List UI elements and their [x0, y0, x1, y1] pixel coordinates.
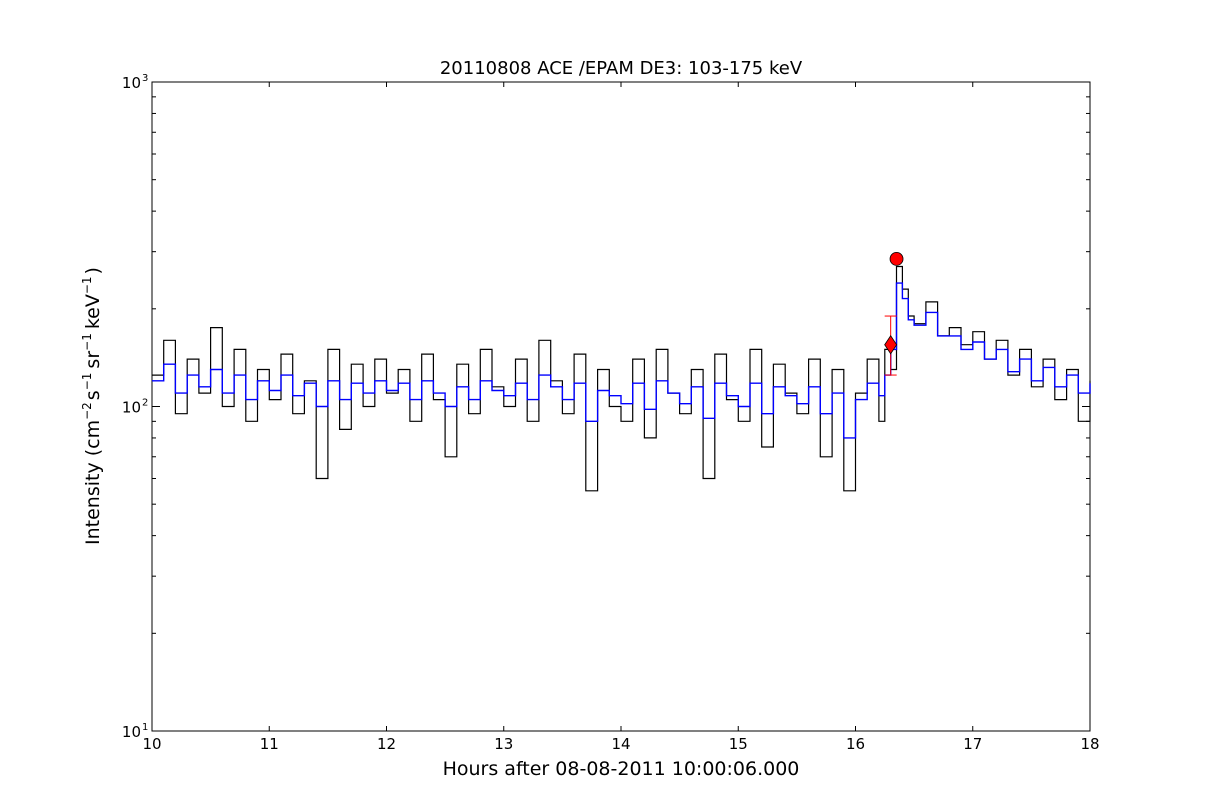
y-tick-label-2: 10 [122, 74, 141, 92]
x-tick-label-2: 12 [377, 735, 396, 753]
y-label-prefix: Intensity (cm [82, 420, 104, 545]
y-tick-exponent-0: 1 [142, 722, 148, 733]
x-tick-label-0: 10 [142, 735, 161, 753]
y-tick-exponent-2: 3 [142, 73, 148, 84]
y-label-exp1: −2 [80, 402, 94, 420]
y-axis-label: Intensity (cm−2s−1sr−1keV−1) [80, 267, 104, 545]
marker-layer [884, 252, 904, 376]
series-layer [152, 265, 1091, 492]
chart-title: 20110808 ACE /EPAM DE3: 103-175 keV [440, 58, 803, 79]
y-label-part3: sr [82, 351, 104, 369]
x-tick-label-8: 18 [1080, 735, 1099, 753]
x-tick-label-1: 11 [260, 735, 279, 753]
x-tick-label-4: 14 [611, 735, 630, 753]
y-label-part2: s [82, 390, 104, 400]
y-tick-exponent-1: 2 [142, 398, 148, 409]
x-tick-label-6: 16 [846, 735, 865, 753]
y-label-suffix: ) [82, 267, 104, 274]
series-line-0 [152, 265, 1091, 492]
y-tick-label-1: 10 [122, 399, 141, 417]
x-tick-label-5: 15 [729, 735, 748, 753]
y-label-part4: keV [82, 294, 104, 329]
marker-circle-1 [889, 252, 904, 266]
marker-diamond-0 [884, 335, 898, 355]
x-axis-ticks: 10 11 12 13 14 15 16 17 18 [142, 82, 1100, 753]
y-label-exp3: −1 [80, 333, 94, 351]
x-axis-label: Hours after 08-08-2011 10:00:06.000 [443, 758, 800, 780]
y-label-exp2: −1 [80, 373, 94, 391]
y-tick-label-0: 10 [122, 723, 141, 741]
y-label-exp4: −1 [80, 276, 94, 294]
x-tick-label-3: 13 [494, 735, 513, 753]
x-tick-label-7: 17 [963, 735, 982, 753]
series-line-1 [152, 282, 1091, 439]
